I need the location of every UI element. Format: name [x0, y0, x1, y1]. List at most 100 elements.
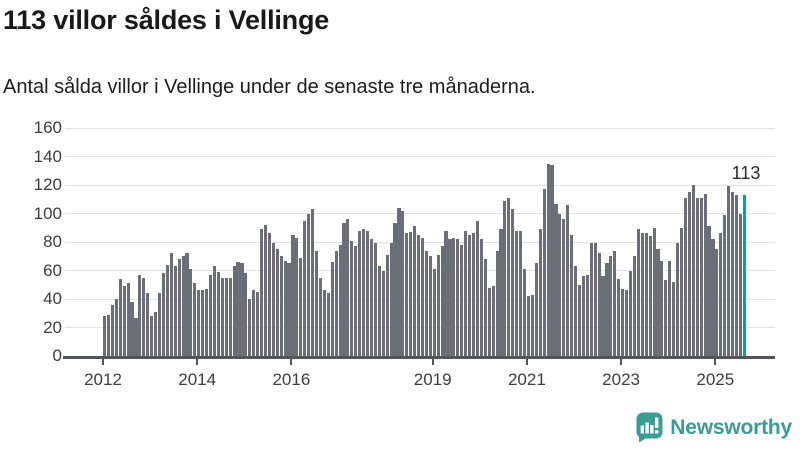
bar: [687, 192, 691, 356]
bar: [601, 276, 605, 356]
bar: [146, 293, 150, 356]
bar: [381, 270, 385, 356]
bar: [617, 279, 621, 356]
bar: [648, 236, 652, 356]
bar: [530, 294, 534, 356]
bar: [711, 239, 715, 356]
bar: [220, 277, 224, 356]
bar: [672, 281, 676, 356]
bar: [154, 311, 158, 356]
bar: [538, 229, 542, 356]
bar: [299, 257, 303, 356]
bar: [456, 239, 460, 356]
bar: [417, 234, 421, 356]
bar: [483, 259, 487, 356]
bar: [542, 189, 546, 356]
bar: [326, 293, 330, 356]
bar: [695, 197, 699, 356]
bar: [103, 316, 107, 356]
bar: [660, 260, 664, 356]
x-axis-tick-label: 2019: [413, 370, 452, 389]
x-axis-tick-label: 2012: [84, 370, 122, 389]
bar: [346, 219, 350, 356]
bar: [197, 290, 201, 356]
bar: [240, 263, 244, 356]
bar: [562, 219, 566, 356]
bar: [318, 277, 323, 356]
bar: [632, 256, 637, 356]
bar: [479, 239, 483, 356]
bar: [279, 256, 283, 356]
y-axis-tick-label: 60: [43, 260, 62, 280]
bar: [397, 207, 401, 356]
bar: [248, 299, 252, 356]
bar: [424, 250, 428, 356]
y-axis-tick-label: 140: [33, 146, 62, 166]
bar: [342, 223, 346, 356]
bar: [232, 266, 236, 356]
bar: [157, 293, 162, 356]
gridline: [65, 156, 775, 157]
bar: [636, 229, 640, 356]
bar: [244, 273, 248, 356]
bar: [150, 316, 154, 356]
bar: [142, 277, 146, 356]
bar: [589, 243, 593, 356]
bar: [577, 284, 582, 356]
bar: [177, 259, 181, 356]
x-axis-tick: [620, 359, 623, 365]
bar: [428, 256, 432, 356]
bar: [413, 226, 417, 356]
gridline: [65, 184, 775, 186]
chart-subtitle: Antal sålda villor i Vellinge under de s…: [3, 76, 536, 98]
bar: [432, 269, 436, 356]
bar: [597, 253, 601, 356]
bar: [311, 209, 315, 356]
bar: [727, 186, 731, 356]
bar: [495, 250, 499, 356]
gridline: [65, 127, 775, 129]
bar: [334, 250, 338, 356]
bar: [373, 243, 377, 356]
bar: [652, 227, 656, 356]
newsworthy-speech-bubble-bar-chart-icon: [636, 412, 663, 443]
bar: [719, 233, 723, 356]
bar: [256, 291, 260, 356]
bar: [193, 283, 197, 356]
bar: [409, 232, 413, 356]
bar: [570, 234, 574, 356]
bar: [707, 226, 711, 356]
bar: [487, 287, 491, 356]
highlighted-bar: [742, 194, 746, 356]
x-axis-tick: [196, 359, 199, 365]
x-axis-tick: [714, 359, 717, 365]
bar: [283, 260, 287, 356]
bar: [503, 200, 507, 356]
y-axis-tick-label: 160: [33, 118, 62, 137]
newsworthy-logo[interactable]: Newsworthy: [636, 412, 792, 443]
bar: [703, 193, 707, 356]
bar: [322, 290, 326, 356]
bar: [436, 254, 440, 356]
bar: [161, 273, 166, 356]
bar: [656, 249, 660, 356]
y-axis-tick-label: 40: [43, 289, 62, 308]
x-axis-tick: [431, 359, 434, 365]
bar: [130, 301, 134, 356]
bar: [185, 253, 189, 356]
bar: [471, 233, 476, 356]
bar: [625, 290, 629, 356]
bar: [181, 256, 185, 356]
bar: [644, 233, 648, 356]
bar: [566, 204, 570, 356]
bar: [314, 250, 319, 356]
bar: [369, 239, 374, 356]
bar: [358, 230, 362, 356]
bar: [189, 269, 193, 356]
bar: [574, 266, 578, 356]
last-value-label: 113: [731, 163, 761, 183]
bar: [263, 224, 268, 356]
bar: [581, 276, 585, 356]
bar: [338, 244, 342, 356]
